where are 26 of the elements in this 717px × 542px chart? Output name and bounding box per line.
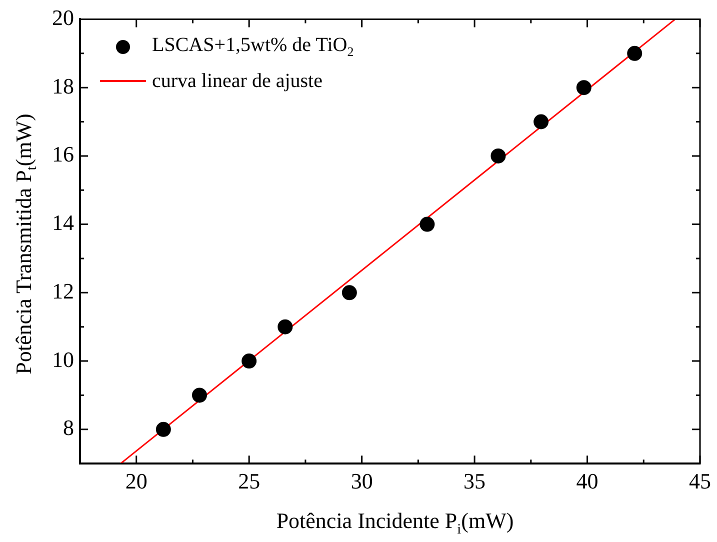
x-tick-label: 40 [576,468,598,494]
x-tick-label: 45 [689,468,711,494]
point [534,114,549,130]
point [490,148,506,164]
point [576,80,592,96]
point [242,354,257,369]
x-tick-label: 20 [125,468,148,494]
x-axis-title: Potência Incidente P$_{i}$(mW) [276,508,514,538]
y-tick-label: 16 [52,142,74,167]
point [420,216,435,232]
y-tick-label: 10 [52,346,74,372]
legend-label: LSCAS+1,5wt% de TiO$_{2}$ [152,34,354,60]
y-tick-label: 14 [52,210,74,236]
point [627,46,642,61]
point [342,285,357,300]
y-tick-label: 12 [52,278,74,304]
legend-label: curva linear de ajuste [152,70,322,92]
y-tick-label: 20 [52,4,74,30]
y-tick-label: 8 [63,415,74,440]
y-tick-label: 18 [52,73,74,98]
point [278,319,293,334]
x-tick-label: 25 [238,468,260,494]
point [192,388,207,403]
x-tick-label: 30 [350,468,373,494]
point [156,422,171,437]
x-tick-label: 35 [464,468,486,494]
